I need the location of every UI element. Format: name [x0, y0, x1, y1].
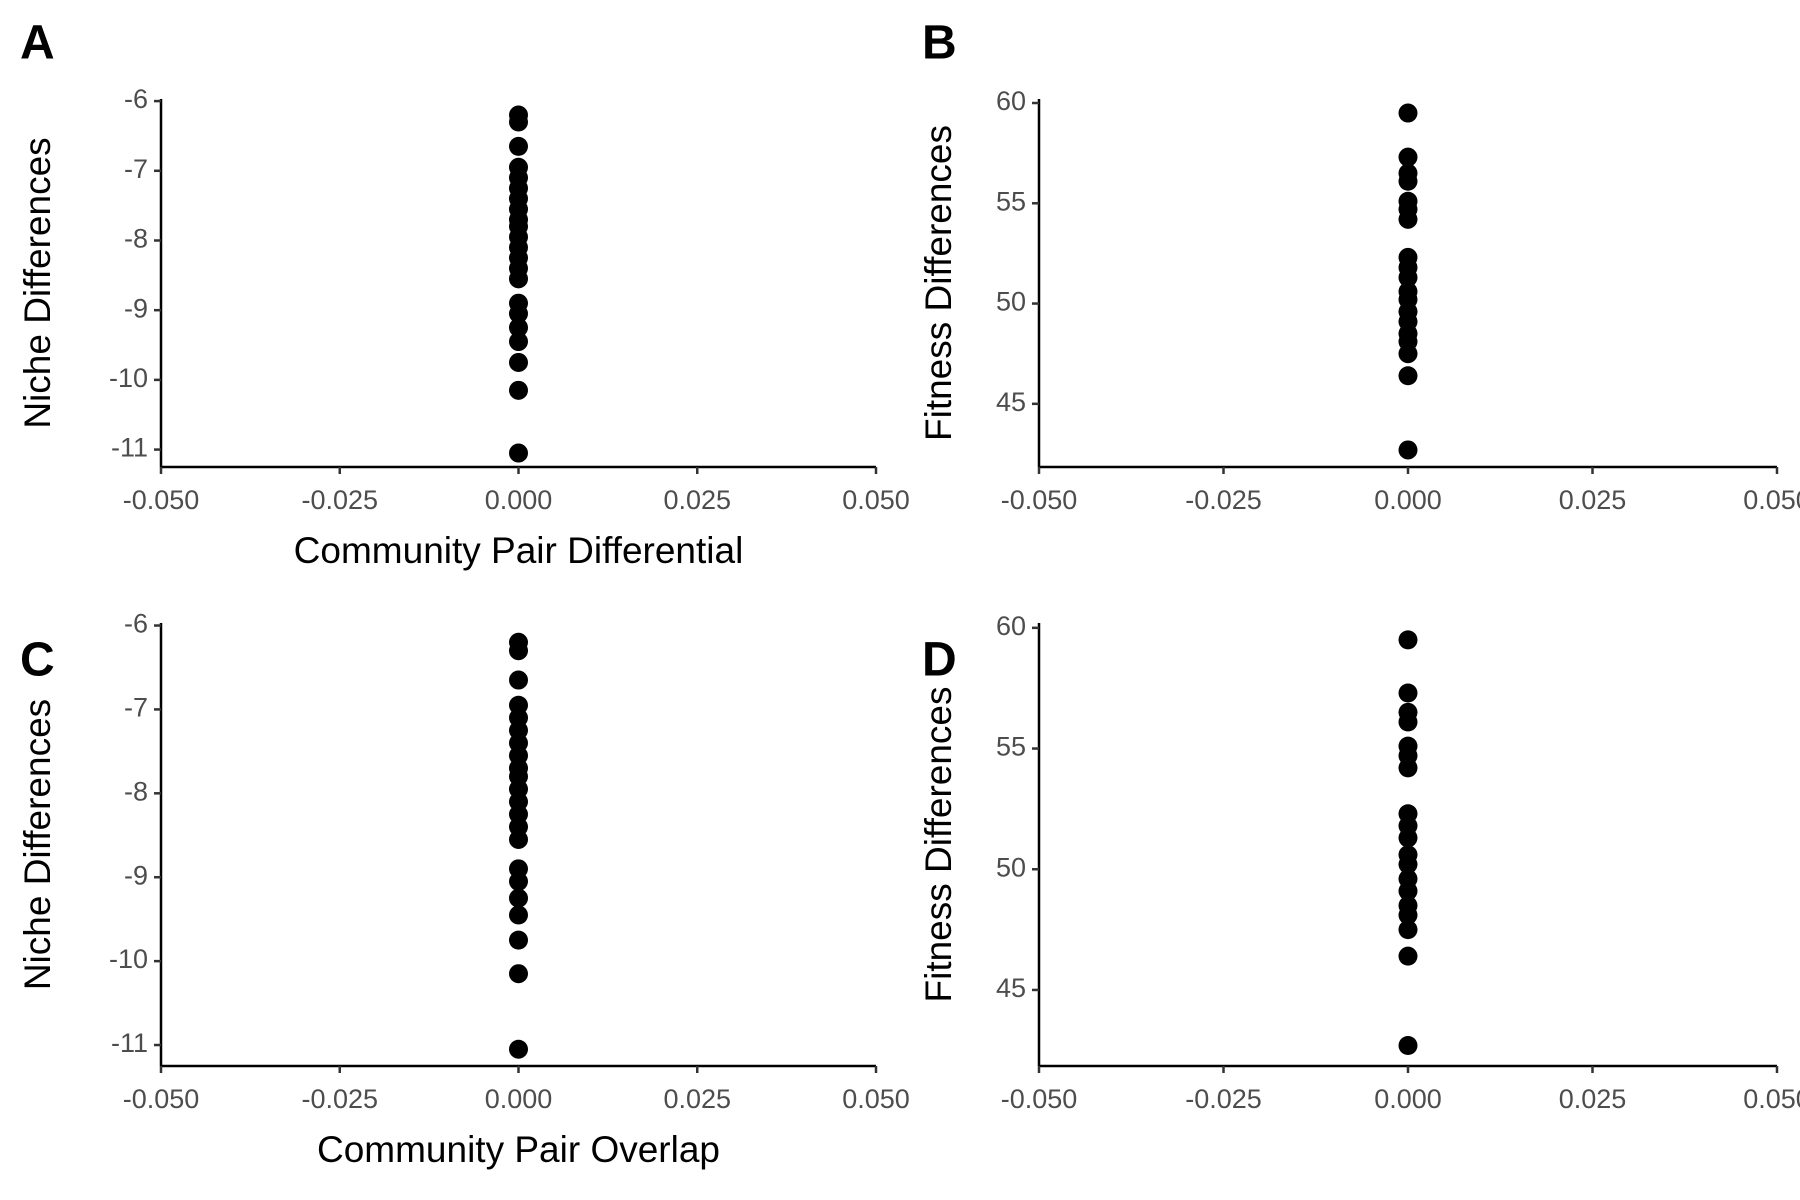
y-tick-label: -7	[124, 693, 148, 723]
point	[1398, 366, 1418, 386]
y-axis-title: Niche Differences	[17, 699, 58, 990]
y-tick-label: 45	[996, 387, 1026, 417]
x-tick-label: 0.000	[485, 1084, 553, 1114]
y-axis-title: Niche Differences	[17, 137, 58, 428]
point	[509, 964, 528, 984]
point	[1398, 854, 1418, 874]
panel-label: A	[20, 17, 55, 70]
y-tick-label: -7	[124, 154, 148, 184]
panel-label: C	[20, 634, 55, 687]
y-tick-label: 45	[996, 973, 1026, 1003]
x-tick-label: -0.025	[301, 1084, 378, 1114]
y-tick-label: 55	[996, 732, 1026, 762]
point	[509, 829, 528, 849]
x-tick-label: -0.050	[1001, 1084, 1078, 1114]
point	[1398, 630, 1418, 650]
point	[509, 304, 528, 324]
point	[509, 888, 528, 908]
point	[509, 930, 528, 950]
x-tick-label: 0.025	[1559, 485, 1627, 515]
x-tick-label: -0.025	[1185, 1084, 1262, 1114]
y-tick-label: -8	[124, 776, 148, 806]
x-tick-label: 0.050	[1743, 1084, 1800, 1114]
point	[1398, 1035, 1418, 1055]
point	[1398, 440, 1418, 460]
point	[509, 136, 528, 156]
point	[509, 112, 528, 132]
y-tick-label: 55	[996, 186, 1026, 216]
x-tick-label: 0.050	[842, 1084, 910, 1114]
x-tick-label: 0.000	[1374, 485, 1442, 515]
point	[1398, 147, 1418, 167]
point	[509, 443, 528, 463]
point	[1398, 712, 1418, 732]
point	[1398, 103, 1418, 123]
y-tick-label: -10	[109, 363, 148, 393]
x-axis-title: Community Pair Differential	[294, 530, 744, 571]
point	[509, 318, 528, 338]
y-tick-label: -10	[109, 944, 148, 974]
point	[1398, 171, 1418, 191]
y-tick-label: -9	[124, 293, 148, 323]
panel-label: D	[922, 634, 957, 687]
x-tick-label: 0.000	[1374, 1084, 1442, 1114]
x-tick-label: 0.050	[842, 485, 910, 515]
point	[509, 871, 528, 891]
point	[509, 670, 528, 690]
point	[1398, 758, 1418, 778]
y-axis-title: Fitness Differences	[918, 687, 959, 1003]
point	[1398, 881, 1418, 901]
point	[509, 1039, 528, 1059]
y-tick-label: 50	[996, 287, 1026, 317]
y-tick-label: 60	[996, 86, 1026, 116]
y-tick-label: 50	[996, 852, 1026, 882]
x-tick-label: -0.025	[1185, 485, 1262, 515]
panel-label: B	[922, 17, 957, 70]
point	[509, 352, 528, 372]
point	[1398, 267, 1418, 287]
point	[1398, 905, 1418, 925]
x-tick-label: 0.000	[485, 485, 553, 515]
point	[1398, 946, 1418, 966]
x-tick-label: -0.050	[123, 1084, 200, 1114]
point	[509, 641, 528, 661]
point	[509, 332, 528, 352]
x-tick-label: 0.025	[663, 1084, 731, 1114]
y-tick-label: -6	[124, 609, 148, 639]
point	[1398, 209, 1418, 229]
y-tick-label: 60	[996, 611, 1026, 641]
x-tick-label: -0.050	[1001, 485, 1078, 515]
y-tick-label: -11	[111, 433, 148, 463]
x-tick-label: 0.025	[663, 485, 731, 515]
y-tick-label: -9	[124, 860, 148, 890]
x-tick-label: -0.050	[123, 485, 200, 515]
x-tick-label: 0.050	[1743, 485, 1800, 515]
point	[509, 269, 528, 289]
y-axis-title: Fitness Differences	[918, 125, 959, 441]
x-tick-label: 0.025	[1559, 1084, 1627, 1114]
point	[1398, 344, 1418, 364]
point	[1398, 828, 1418, 848]
point	[1398, 920, 1418, 940]
point	[509, 380, 528, 400]
x-axis-title: Community Pair Overlap	[317, 1129, 720, 1170]
point	[509, 905, 528, 925]
y-tick-label: -8	[124, 224, 148, 254]
y-tick-label: -6	[124, 84, 148, 114]
x-tick-label: -0.025	[301, 485, 378, 515]
point	[1398, 683, 1418, 703]
y-tick-label: -11	[111, 1028, 148, 1058]
